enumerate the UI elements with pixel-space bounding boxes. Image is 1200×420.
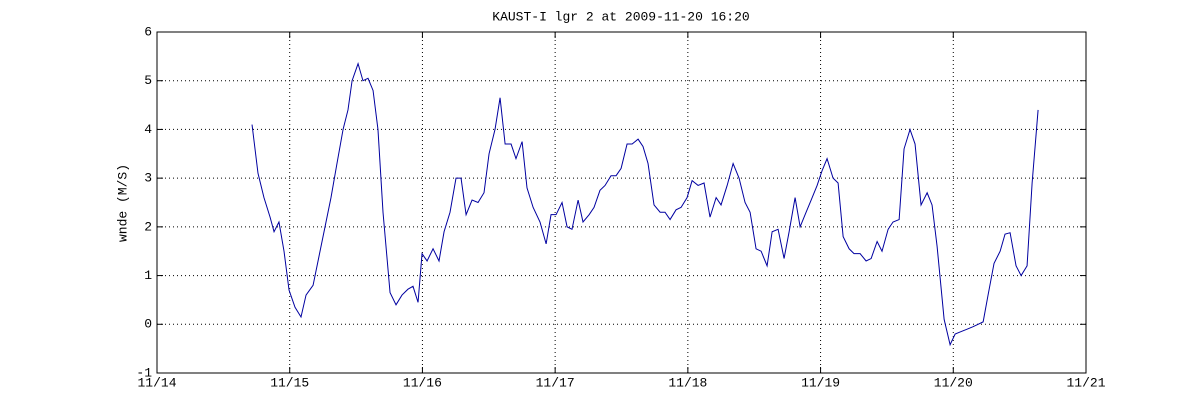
x-tick-label: 11/16 — [403, 375, 442, 390]
y-tick-label: 1 — [144, 268, 152, 283]
y-tick-label: 2 — [144, 219, 152, 234]
y-tick-label: 4 — [144, 122, 152, 137]
y-axis-label: wnde (M/S) — [115, 164, 130, 242]
data-line — [251, 62, 1039, 347]
x-tick-label: 11/18 — [668, 375, 707, 390]
x-tick-label: 11/17 — [536, 375, 575, 390]
y-tick-label: 6 — [144, 24, 152, 39]
x-tick-label: 11/19 — [801, 375, 840, 390]
y-tick-label: 3 — [144, 171, 152, 186]
y-tick-label: 5 — [144, 73, 152, 88]
x-tick-label: 11/20 — [934, 375, 973, 390]
x-tick-label: 11/14 — [137, 375, 176, 390]
y-tick-label: -1 — [136, 365, 152, 380]
x-tick-label: 11/21 — [1066, 375, 1105, 390]
x-tick-label: 11/15 — [270, 375, 309, 390]
y-tick-label: 0 — [144, 317, 152, 332]
chart-title: KAUST-I lgr 2 at 2009-11-20 16:20 — [492, 9, 749, 24]
plot-frame — [156, 31, 1087, 374]
